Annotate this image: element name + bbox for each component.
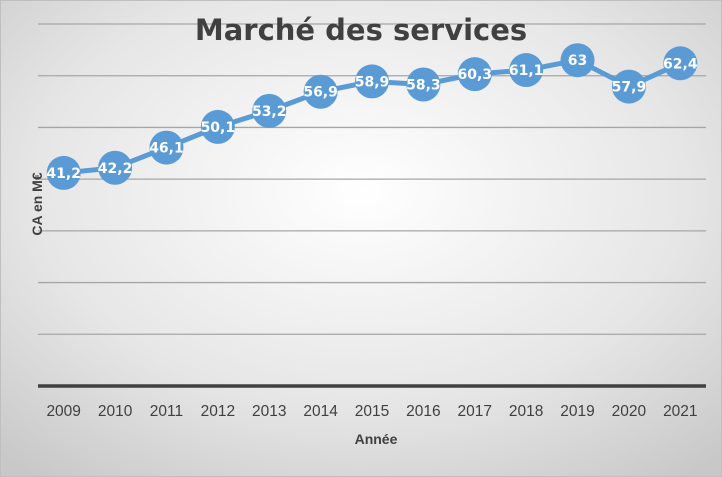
data-label: 42,2: [98, 161, 133, 177]
data-point: [663, 46, 698, 81]
data-point: [200, 109, 235, 144]
x-tick-label: 2012: [201, 403, 235, 420]
x-tick-label: 2015: [355, 403, 389, 420]
data-markers: [46, 43, 698, 190]
data-point: [46, 155, 81, 190]
data-point: [355, 64, 389, 99]
data-point: [406, 67, 441, 102]
x-tick-label: 2014: [303, 403, 338, 420]
x-tick-label: 2021: [663, 403, 697, 420]
x-tick-label: 2017: [458, 403, 492, 420]
x-tick-labels: 2009 2010 2011 2012 2013 2014 2015 2016 2017 2018…: [46, 403, 697, 420]
x-tick-label: 2018: [509, 403, 543, 420]
data-label: 61,1: [509, 63, 544, 79]
data-point: [457, 57, 492, 92]
x-tick-label: 2010: [98, 403, 133, 420]
y-axis-title: CA en M€: [29, 172, 45, 235]
data-label: 62,4: [663, 56, 698, 72]
data-point: [560, 43, 595, 78]
data-point: [149, 130, 184, 165]
x-tick-label: 2016: [406, 403, 440, 420]
data-point: [252, 93, 287, 128]
data-label: 58,3: [406, 78, 441, 94]
data-label: 58,9: [355, 74, 390, 90]
x-axis-title: Année: [355, 431, 398, 447]
data-point: [611, 69, 646, 104]
data-label: 50,1: [201, 120, 236, 136]
data-point: [98, 150, 133, 185]
data-point: [303, 74, 338, 109]
data-label: 46,1: [149, 141, 184, 157]
data-label: 53,2: [252, 104, 287, 120]
x-tick-label: 2020: [612, 403, 647, 420]
data-label: 57,9: [612, 80, 647, 96]
data-label: 63: [568, 53, 587, 69]
chart-title: Marché des services: [195, 13, 527, 47]
x-tick-label: 2019: [560, 403, 594, 420]
x-tick-label: 2009: [46, 403, 80, 420]
x-tick-label: 2011: [150, 403, 183, 420]
data-point: [509, 53, 544, 88]
data-label: 60,3: [457, 67, 492, 83]
data-label: 41,2: [46, 166, 81, 182]
x-tick-label: 2013: [252, 403, 286, 420]
data-labels: 41,2 42,2 46,1 50,1 53,2 56,9 58,9 58,3 60,3 61,1…: [46, 53, 697, 182]
data-label: 56,9: [303, 85, 338, 101]
